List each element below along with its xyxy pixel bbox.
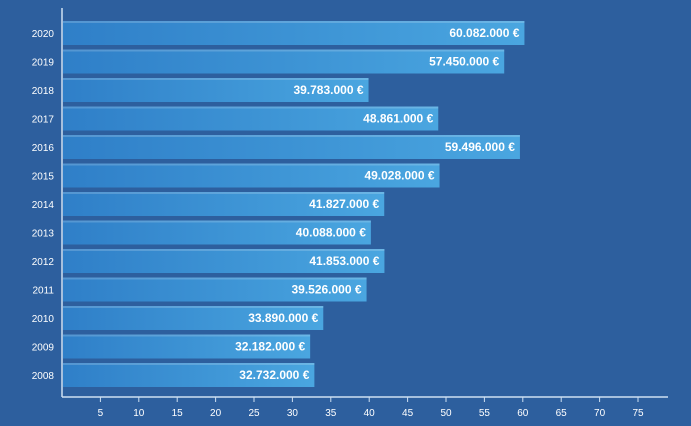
bar-highlight-2017: [63, 106, 439, 109]
x-tick-label-70: 70: [594, 408, 606, 419]
bar-2015: [63, 163, 440, 188]
x-tick-label-30: 30: [287, 408, 299, 419]
bar-2010: [63, 306, 324, 330]
bar-highlight-2020: [63, 21, 525, 23]
data-label-2014: 41.827.000 €: [309, 197, 379, 211]
data-label-2008: 32.732.000 €: [239, 368, 309, 382]
data-label-2010: 33.890.000 €: [248, 311, 318, 325]
x-tick-label-40: 40: [364, 408, 376, 419]
x-tick-label-65: 65: [556, 408, 568, 419]
data-label-2018: 39.783.000 €: [293, 83, 363, 97]
data-label-2011: 39.526.000 €: [291, 283, 361, 297]
y-tick-2011: 2011: [32, 286, 54, 297]
bar-highlight-2011: [63, 277, 367, 280]
x-tick-label-20: 20: [210, 408, 222, 419]
x-tick-label-5: 5: [98, 408, 104, 419]
bar-2012: [63, 249, 385, 273]
data-label-2009: 32.182.000 €: [235, 340, 305, 354]
data-labels-group: 60.082.000 € 57.450.000 € 39.783.000 € 48.8…: [235, 26, 520, 382]
x-axis-ticks: 5 10 15 20 25 30 35 40 45 50 55 60 65 70 75: [98, 397, 644, 419]
y-tick-2020: 2020: [32, 29, 55, 40]
y-tick-2009: 2009: [32, 343, 55, 354]
x-tick-label-75: 75: [632, 408, 644, 419]
bar-2008: [63, 363, 315, 387]
data-label-2016: 59.496.000 €: [445, 140, 515, 154]
x-tick-label-25: 25: [248, 408, 260, 419]
y-tick-2010: 2010: [32, 314, 55, 325]
bar-highlight-2018: [63, 78, 369, 80]
bar-2014: [63, 192, 385, 216]
y-tick-2012: 2012: [32, 257, 55, 268]
data-label-2017: 48.861.000 €: [363, 112, 433, 126]
bars-group: [63, 21, 525, 387]
y-tick-2016: 2016: [32, 143, 55, 154]
bar-2013: [63, 220, 371, 245]
bar-2018: [63, 78, 369, 102]
bar-2009: [63, 334, 311, 359]
bar-highlight-2008: [63, 363, 315, 365]
x-tick-label-55: 55: [479, 408, 491, 419]
data-label-2019: 57.450.000 €: [429, 55, 499, 69]
y-tick-2015: 2015: [32, 172, 55, 183]
bar-highlight-2014: [63, 192, 385, 194]
x-tick-label-45: 45: [402, 408, 414, 419]
x-tick-label-10: 10: [133, 408, 145, 419]
bar-highlight-2016: [63, 135, 520, 137]
y-tick-2008: 2008: [32, 371, 55, 382]
data-label-2012: 41.853.000 €: [309, 254, 379, 268]
y-tick-2017: 2017: [32, 115, 55, 126]
y-tick-2018: 2018: [32, 86, 55, 97]
bar-2020: [63, 21, 525, 45]
x-tick-label-15: 15: [172, 408, 184, 419]
y-tick-2013: 2013: [32, 229, 55, 240]
bar-2017: [63, 106, 439, 131]
y-tick-2019: 2019: [32, 58, 55, 69]
bar-highlight-2013: [63, 220, 371, 223]
bar-highlight-2015: [63, 163, 440, 166]
bar-highlight-2009: [63, 334, 311, 337]
y-axis-ticks: 2020 2019 2018 2017 2016 2015 2014 2013 2012 2011…: [32, 29, 55, 382]
y-tick-2014: 2014: [32, 200, 55, 211]
bar-2011: [63, 277, 367, 302]
x-tick-label-50: 50: [440, 408, 452, 419]
x-tick-label-60: 60: [517, 408, 529, 419]
bar-highlight-2010: [63, 306, 324, 308]
bar-highlight-2019: [63, 49, 505, 52]
bar-2016: [63, 135, 520, 159]
x-tick-label-35: 35: [325, 408, 337, 419]
data-label-2020: 60.082.000 €: [449, 26, 519, 40]
data-label-2013: 40.088.000 €: [296, 226, 366, 240]
data-label-2015: 49.028.000 €: [364, 169, 434, 183]
bar-2019: [63, 49, 505, 74]
bar-highlight-2012: [63, 249, 385, 251]
